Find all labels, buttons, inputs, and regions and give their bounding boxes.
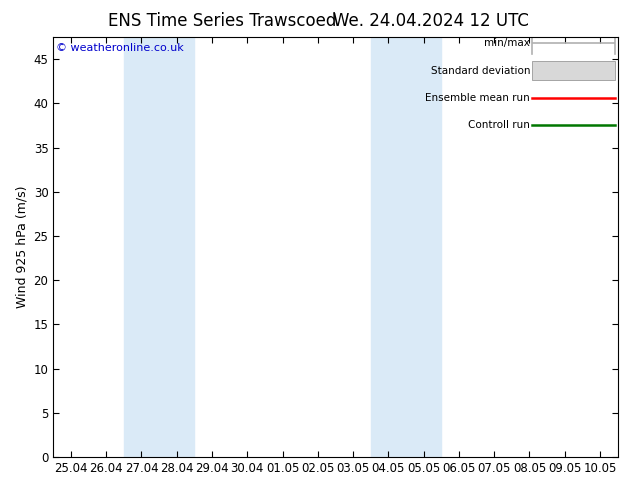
Point <box>102 447 110 453</box>
Point <box>97 445 105 451</box>
Text: © weatheronline.co.uk: © weatheronline.co.uk <box>56 43 184 53</box>
Y-axis label: Wind 925 hPa (m/s): Wind 925 hPa (m/s) <box>15 186 28 308</box>
Point <box>97 446 105 452</box>
Text: Controll run: Controll run <box>469 120 530 130</box>
Point <box>97 447 105 453</box>
Bar <box>124 37 195 457</box>
Text: We. 24.04.2024 12 UTC: We. 24.04.2024 12 UTC <box>333 12 529 30</box>
Point <box>102 445 110 451</box>
Text: min/max: min/max <box>484 38 530 49</box>
Point <box>102 447 110 453</box>
Point <box>102 445 110 451</box>
Bar <box>371 37 441 457</box>
Text: ENS Time Series Trawscoed: ENS Time Series Trawscoed <box>108 12 336 30</box>
Point <box>102 446 110 452</box>
Bar <box>532 61 615 80</box>
Point <box>97 445 105 451</box>
Point <box>97 447 105 453</box>
Text: Standard deviation: Standard deviation <box>430 66 530 75</box>
Text: Ensemble mean run: Ensemble mean run <box>425 93 530 103</box>
